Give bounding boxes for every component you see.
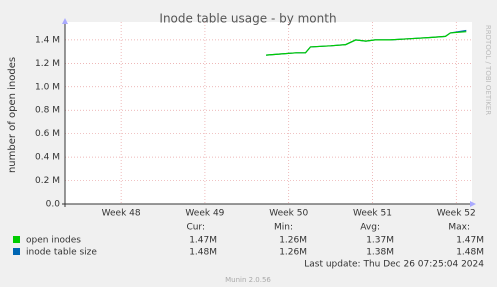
y-tick-label: 1.4 M (35, 35, 60, 45)
y-tick-label: 0.4 M (35, 153, 60, 163)
stats-value: 1.48M (189, 248, 217, 258)
y-tick-label: 0.0 (46, 200, 61, 210)
plot-area (65, 22, 472, 204)
series-line (266, 31, 467, 56)
last-update: Last update: Thu Dec 26 07:25:04 2024 (304, 260, 484, 270)
legend-swatch (13, 236, 20, 243)
y-tick-label: 1.0 M (35, 82, 60, 92)
stats-header: Cur: (186, 223, 205, 233)
y-axis-label: number of open inodes (7, 57, 18, 173)
side-text: RRDTOOL / TOBI OETIKER (484, 25, 492, 115)
x-axis-arrow (470, 201, 476, 207)
chart-title: Inode table usage - by month (159, 12, 336, 26)
stats-value: 1.26M (279, 236, 307, 246)
y-tick-label: 1.2 M (35, 59, 60, 69)
footer: Munin 2.0.56 (225, 276, 271, 284)
legend-swatch (13, 248, 20, 255)
y-tick-label: 0.6 M (35, 129, 60, 139)
x-tick-label: Week 50 (269, 209, 308, 219)
legend-label: inode table size (26, 248, 97, 258)
x-tick-label: Week 49 (185, 209, 224, 219)
stats-value: 1.37M (366, 236, 394, 246)
stats-value: 1.48M (456, 248, 484, 258)
stats-value: 1.47M (189, 236, 217, 246)
x-tick-label: Week 51 (353, 209, 392, 219)
lines (266, 29, 467, 56)
stats-header: Avg: (360, 223, 380, 233)
stats-value: 1.26M (279, 248, 307, 258)
x-tick-label: Week 48 (102, 209, 141, 219)
stats-header: Min: (274, 223, 293, 233)
stats-value: 1.38M (366, 248, 394, 258)
legend-label: open inodes (26, 236, 81, 246)
y-axis-arrow (62, 18, 68, 24)
y-tick-label: 0.2 M (35, 176, 60, 186)
stats-header: Max: (448, 223, 470, 233)
stats-value: 1.47M (456, 236, 484, 246)
x-tick-label: Week 52 (437, 209, 476, 219)
y-tick-label: 0.8 M (35, 106, 60, 116)
